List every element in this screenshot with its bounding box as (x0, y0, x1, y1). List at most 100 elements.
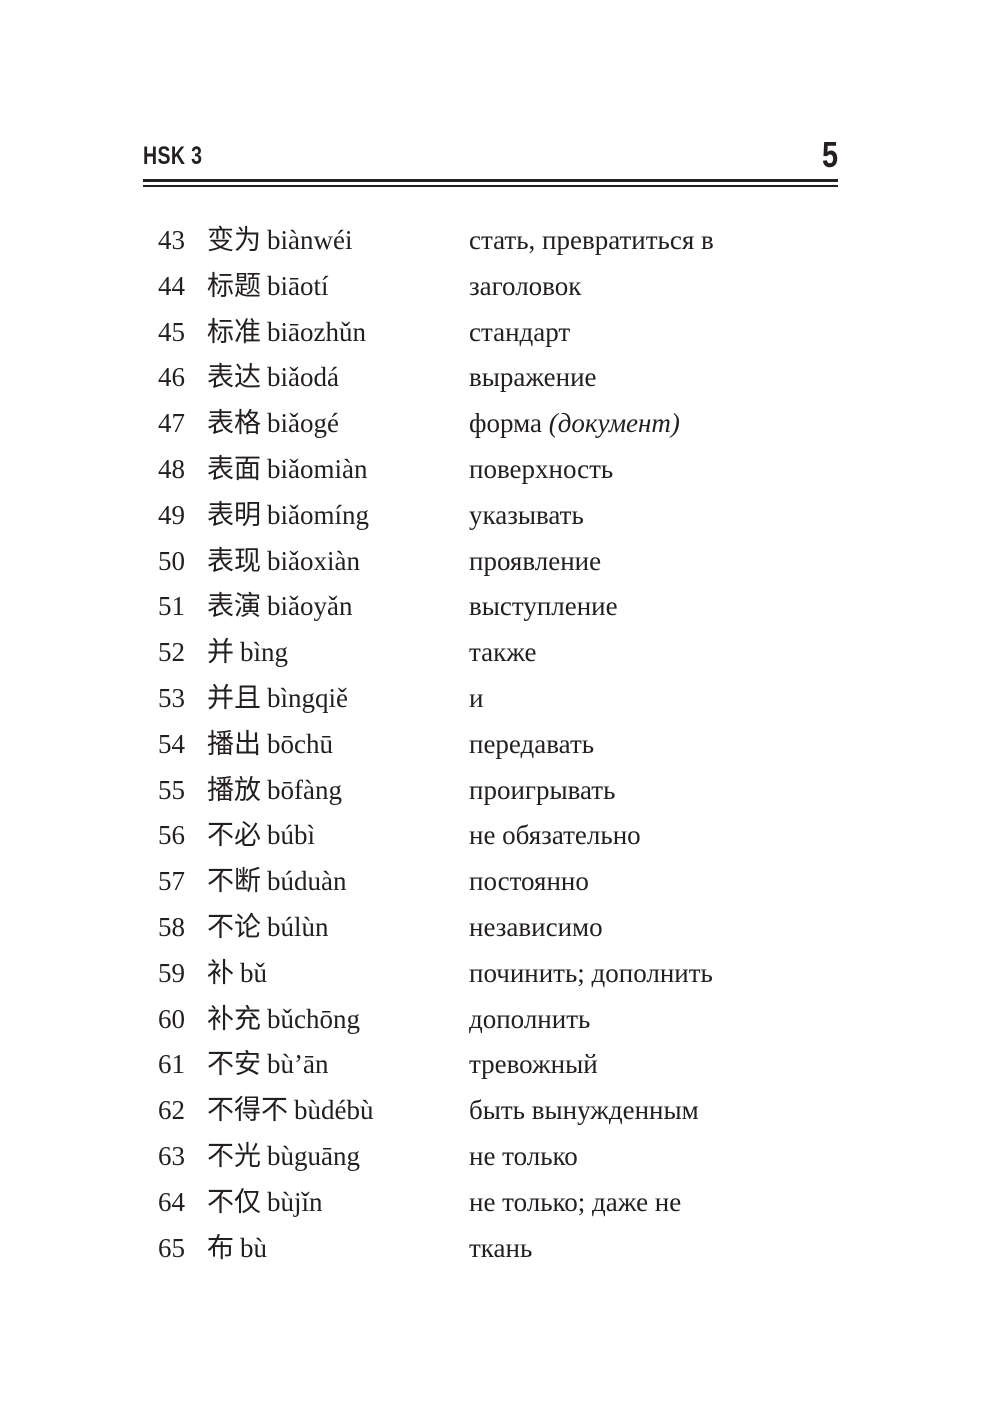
entry-pinyin: bìng (240, 637, 289, 668)
entry-number: 43 (158, 225, 185, 255)
entry-translation-wrap: проигрывать (469, 772, 615, 808)
vocabulary-entry: 62 不得不 bùdébù быть вынужденным (0, 1092, 999, 1138)
entry-word: 表演 biǎoyǎn (207, 588, 352, 624)
entry-number: 57 (158, 866, 185, 897)
entry-note: (документ) (548, 408, 680, 439)
entry-translation-wrap: поверхность (469, 451, 613, 487)
entry-hanzi: 补 (207, 957, 234, 988)
entry-translation: заголовок (469, 270, 582, 301)
vocabulary-entry: 43 变为 biànwéi стать, превратиться в (0, 222, 999, 268)
vocabulary-entry: 53 并且 bìngqiě и (0, 680, 999, 726)
entry-number: 49 (158, 499, 185, 530)
vocabulary-entry: 60 补充 bǔchōng дополнить (0, 1001, 999, 1047)
entry-translation: проигрывать (469, 774, 616, 805)
entry-pinyin: bōfàng (267, 774, 342, 805)
vocabulary-entry: 63 不光 bùguāng не только (0, 1138, 999, 1184)
entry-translation: выступление (469, 591, 618, 622)
entry-word: 表明 biǎomíng (207, 497, 369, 533)
vocabulary-entry: 64 不仅 bùjǐn не только; даже не (0, 1184, 999, 1230)
entry-translation-wrap: тревожный (469, 1046, 598, 1082)
vocabulary-entry: 47 表格 biǎogé форма (документ) (0, 405, 999, 451)
vocabulary-entry: 49 表明 biǎomíng указывать (0, 497, 999, 543)
entry-translation: дополнить (469, 1003, 591, 1034)
entry-number: 52 (158, 637, 185, 668)
entry-hanzi: 不得不 (207, 1095, 288, 1126)
entry-hanzi: 表达 (207, 362, 261, 393)
entry-translation-wrap: и (469, 680, 483, 716)
entry-pinyin: biǎoxiàn (267, 545, 360, 576)
entry-pinyin: biǎogé (267, 408, 339, 439)
entry-number: 64 (158, 1186, 185, 1217)
entry-translation: постоянно (469, 866, 589, 897)
entry-word: 表格 biǎogé (207, 405, 339, 441)
entry-number: 46 (158, 362, 185, 393)
entry-number: 55 (158, 774, 185, 805)
entry-number: 60 (158, 1003, 185, 1034)
entry-translation: и (469, 682, 484, 713)
vocabulary-entry: 65 布 bù ткань (0, 1230, 999, 1276)
entry-word: 不必 búbì (207, 817, 315, 853)
entry-translation-wrap: ткань (469, 1230, 532, 1266)
entry-hanzi: 不断 (207, 866, 261, 897)
entry-number: 48 (158, 453, 185, 484)
vocabulary-entry: 50 表现 biǎoxiàn проявление (0, 543, 999, 589)
entry-word: 并 bìng (207, 634, 288, 670)
entry-pinyin: bù (240, 1232, 267, 1263)
entry-translation-wrap: выражение (469, 359, 597, 395)
entry-translation-wrap: форма (документ) (469, 405, 680, 441)
entry-number: 62 (158, 1095, 185, 1126)
entry-pinyin: bǔchōng (267, 1003, 360, 1034)
entry-word: 布 bù (207, 1230, 267, 1266)
entry-translation-wrap: починить; дополнить (469, 955, 713, 991)
entry-word: 不光 bùguāng (207, 1138, 360, 1174)
entry-translation-wrap: постоянно (469, 863, 589, 899)
vocabulary-entry: 58 不论 búlùn независимо (0, 909, 999, 955)
vocabulary-entry: 44 标题 biāotí заголовок (0, 268, 999, 314)
entry-translation: не только (469, 1140, 578, 1171)
entry-translation: стандарт (469, 316, 571, 347)
entry-translation-wrap: не только; даже не (469, 1184, 681, 1220)
entry-hanzi: 表明 (207, 499, 261, 530)
entry-hanzi: 标题 (207, 270, 261, 301)
entry-translation-wrap: дополнить (469, 1001, 590, 1037)
entry-translation: передавать (469, 728, 595, 759)
entry-translation: проявление (469, 545, 602, 576)
entry-number: 45 (158, 316, 185, 347)
entry-translation-wrap: указывать (469, 497, 584, 533)
entry-translation-wrap: независимо (469, 909, 603, 945)
entry-word: 标题 biāotí (207, 268, 329, 304)
entry-number: 53 (158, 682, 185, 713)
entry-word: 不论 búlùn (207, 909, 329, 945)
entry-translation-wrap: выступление (469, 588, 618, 624)
entry-translation-wrap: передавать (469, 726, 594, 762)
entry-number: 58 (158, 911, 185, 942)
vocabulary-entry: 48 表面 biǎomiàn поверхность (0, 451, 999, 497)
entry-number: 63 (158, 1140, 185, 1171)
entry-hanzi: 播放 (207, 774, 261, 805)
entry-hanzi: 表面 (207, 453, 261, 484)
entry-word: 表达 biǎodá (207, 359, 339, 395)
vocabulary-entry: 52 并 bìng также (0, 634, 999, 680)
entry-word: 变为 biànwéi (207, 222, 352, 258)
entry-translation: указывать (469, 499, 584, 530)
entry-word: 播出 bōchū (207, 726, 333, 762)
vocabulary-entry: 51 表演 biǎoyǎn выступление (0, 588, 999, 634)
entry-translation: также (469, 637, 537, 668)
page-number: 5 (821, 134, 838, 175)
entry-number: 54 (158, 728, 185, 759)
entry-translation-wrap: также (469, 634, 537, 670)
entry-pinyin: bìngqiě (267, 682, 348, 713)
entry-hanzi: 不论 (207, 911, 261, 942)
entry-hanzi: 不仅 (207, 1186, 261, 1217)
entry-translation-wrap: не только (469, 1138, 578, 1174)
entry-pinyin: bù’ān (267, 1049, 329, 1080)
entry-hanzi: 标准 (207, 316, 261, 347)
entry-translation-wrap: стандарт (469, 314, 570, 350)
entry-hanzi: 播出 (207, 728, 261, 759)
entry-translation-wrap: заголовок (469, 268, 581, 304)
entry-hanzi: 并 (207, 637, 234, 668)
entry-pinyin: biǎoyǎn (267, 591, 353, 622)
entry-pinyin: bōchū (267, 728, 333, 759)
entry-pinyin: búduàn (267, 866, 347, 897)
vocabulary-entry: 55 播放 bōfàng проигрывать (0, 772, 999, 818)
